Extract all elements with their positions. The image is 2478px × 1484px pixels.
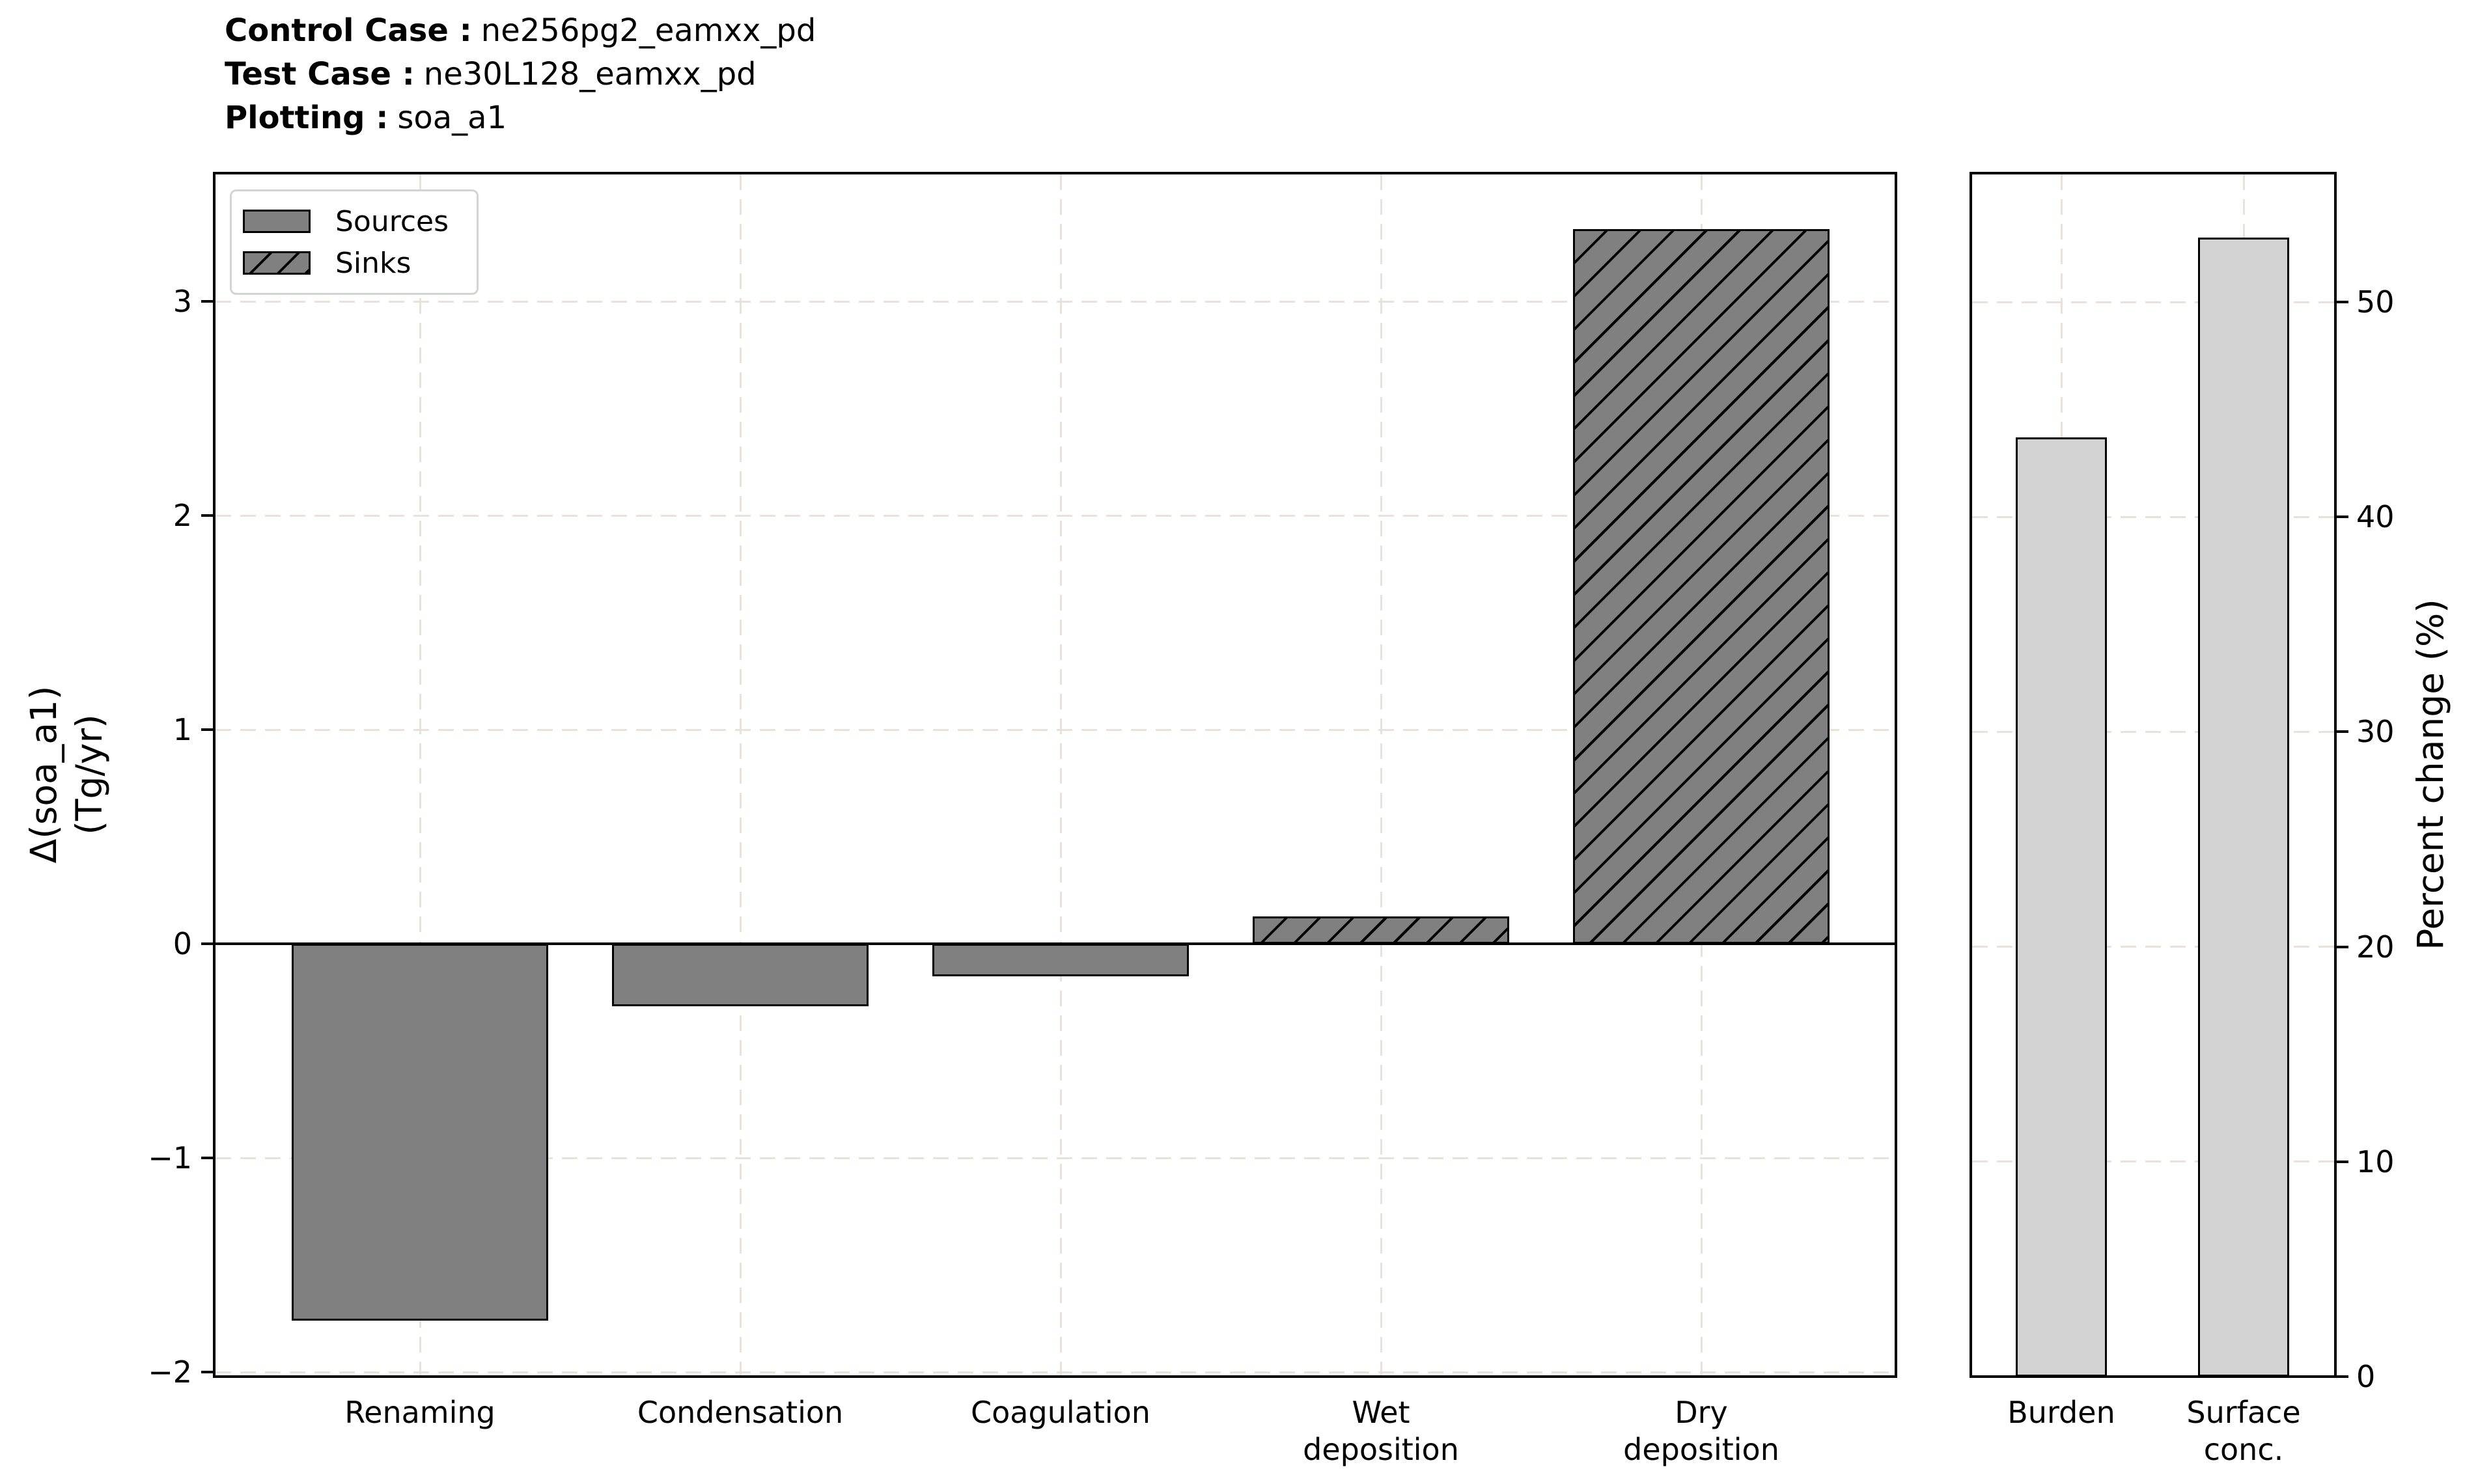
- ytick-mark-right-20: [2337, 945, 2348, 948]
- title-line-control-case: Control Case : ne256pg2_eamxx_pd: [225, 9, 816, 53]
- legend-row-sinks: Sinks: [243, 247, 477, 280]
- gridline-h--1: [216, 1157, 1895, 1159]
- bar-surface-conc.: [2198, 238, 2289, 1377]
- xtick-label-burden: Burden: [2007, 1395, 2115, 1430]
- xtick-label-renaming: Renaming: [344, 1395, 495, 1430]
- gridline-h-20: [1972, 946, 2334, 948]
- ytick-mark-right-0: [2337, 1375, 2348, 1378]
- ytick-label--2: −2: [148, 1354, 192, 1390]
- xtick-label-surface-conc.: Surface conc.: [2186, 1395, 2301, 1467]
- ytick-label-2: 2: [173, 498, 192, 534]
- plotting-label: Plotting :: [225, 100, 389, 136]
- plotting-value: soa_a1: [397, 100, 507, 136]
- gridline-h-1: [216, 728, 1895, 731]
- control-case-value: ne256pg2_eamxx_pd: [480, 12, 816, 49]
- legend-label-sources: Sources: [335, 204, 449, 238]
- ytick-mark-1: [201, 728, 213, 732]
- ytick-label-1: 1: [173, 712, 192, 748]
- bar-wet-deposition: [1253, 916, 1509, 944]
- ytick-label-right-30: 30: [2356, 714, 2395, 750]
- legend-label-sinks: Sinks: [335, 246, 411, 280]
- ytick-mark--1: [201, 1157, 213, 1160]
- ytick-mark-3: [201, 300, 213, 303]
- xtick-label-wet-deposition: Wet deposition: [1303, 1395, 1459, 1467]
- ytick-label-right-20: 20: [2356, 929, 2395, 965]
- gridline-h-40: [1972, 515, 2334, 518]
- gridline-h-10: [1972, 1161, 2334, 1163]
- ytick-mark-right-30: [2337, 730, 2348, 734]
- title-line-plotting: Plotting : soa_a1: [225, 96, 816, 140]
- bar-renaming: [292, 944, 548, 1321]
- y-axis-label-right: Percent change (%): [2410, 599, 2451, 950]
- bar-condensation: [612, 944, 869, 1006]
- ytick-label-right-50: 50: [2356, 284, 2395, 320]
- ytick-mark-right-10: [2337, 1160, 2348, 1163]
- gridline-h-50: [1972, 301, 2334, 303]
- test-case-label: Test Case :: [225, 56, 415, 92]
- test-case-value: ne30L128_eamxx_pd: [423, 56, 757, 92]
- ytick-mark--2: [201, 1371, 213, 1374]
- ytick-label--1: −1: [148, 1140, 192, 1176]
- ytick-mark-0: [201, 942, 213, 946]
- gridline-v-1: [739, 174, 742, 1375]
- ytick-label-right-10: 10: [2356, 1144, 2395, 1179]
- ytick-label-right-0: 0: [2356, 1359, 2376, 1394]
- legend: Sources Sinks: [230, 189, 479, 295]
- gridline-h-30: [1972, 730, 2334, 733]
- zero-line: [216, 942, 1895, 946]
- gridline-v-0: [419, 174, 421, 1375]
- ytick-label-3: 3: [173, 284, 192, 320]
- title-block: Control Case : ne256pg2_eamxx_pd Test Cas…: [225, 9, 816, 140]
- control-case-label: Control Case :: [225, 12, 472, 49]
- ytick-mark-right-40: [2337, 515, 2348, 519]
- bar-dry-deposition: [1573, 228, 1830, 944]
- ytick-mark-right-50: [2337, 301, 2348, 304]
- xtick-label-coagulation: Coagulation: [971, 1395, 1150, 1430]
- title-line-test-case: Test Case : ne30L128_eamxx_pd: [225, 53, 816, 96]
- xtick-label-condensation: Condensation: [637, 1395, 844, 1430]
- xtick-label-dry-deposition: Dry deposition: [1623, 1395, 1779, 1467]
- gridline-v-2: [1059, 174, 1062, 1375]
- ytick-label-right-40: 40: [2356, 499, 2395, 535]
- ytick-label-0: 0: [173, 926, 192, 962]
- gridline-h-3: [216, 300, 1895, 303]
- ytick-mark-2: [201, 514, 213, 517]
- legend-swatch-sinks: [243, 251, 311, 275]
- legend-swatch-sources: [243, 210, 311, 233]
- bar-coagulation: [932, 944, 1189, 976]
- gridline-h-2: [216, 514, 1895, 517]
- legend-row-sources: Sources: [243, 205, 477, 238]
- bar-burden: [2016, 437, 2107, 1377]
- gridline-h--2: [216, 1371, 1895, 1373]
- gridline-v-3: [1380, 174, 1382, 1375]
